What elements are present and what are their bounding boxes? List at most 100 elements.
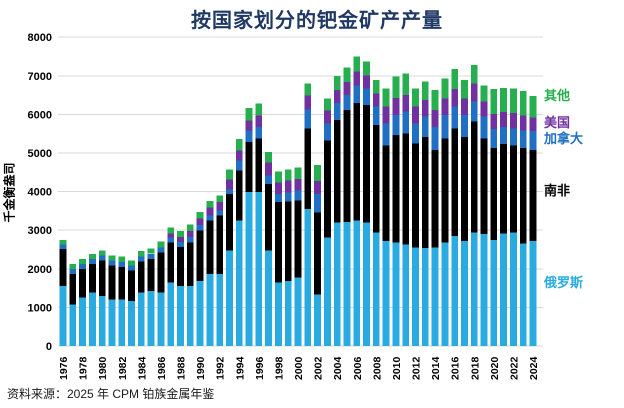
bar-segment (304, 95, 312, 110)
bar-segment (402, 133, 410, 245)
bar-segment (500, 112, 508, 128)
bar-segment (275, 282, 282, 346)
bar-segment (167, 237, 175, 243)
bar-segment (137, 292, 145, 346)
bar-segment (333, 120, 341, 223)
bar-segment (461, 240, 468, 346)
bar-segment (98, 260, 106, 296)
bar-segment (431, 126, 439, 151)
bar-segment (421, 100, 429, 117)
bar-segment (519, 115, 527, 131)
bar-segment (206, 220, 214, 275)
bar-segment (128, 270, 135, 301)
bar-segment (441, 98, 449, 116)
bar-segment (431, 110, 439, 127)
y-tick-label: 4000 (28, 187, 52, 199)
bar-segment (206, 200, 214, 208)
bar-segment (265, 183, 273, 251)
bar-segment (402, 111, 410, 134)
bar-segment (294, 178, 302, 191)
bar-segment (255, 127, 263, 139)
bar-segment (79, 258, 86, 264)
x-tick-label: 2020 (489, 356, 501, 380)
bar-segment (382, 145, 390, 241)
bar-segment (490, 147, 498, 241)
bar-segment (382, 88, 390, 107)
legend-canada: 加拿大 (544, 131, 584, 146)
x-tick-label: 2004 (332, 356, 344, 380)
chart-title: 按国家划分的钯金矿产产量 (191, 10, 443, 32)
x-tick-label: 1990 (195, 356, 207, 380)
bar-segment (372, 106, 380, 126)
bar-segment (372, 125, 380, 233)
legend-south-africa: 南非 (544, 183, 571, 198)
bar-segment (196, 280, 204, 346)
bar-segment (451, 69, 459, 90)
bar-segment (441, 138, 449, 243)
bar-segment (431, 90, 439, 111)
bar-segment (441, 115, 449, 139)
bar-segment (519, 147, 527, 244)
bar-segment (451, 89, 459, 107)
bar-segment (372, 80, 380, 94)
x-tick-label: 2010 (391, 356, 403, 380)
bar-segment (59, 239, 67, 245)
bar-segment (353, 103, 361, 221)
bar-segment (510, 232, 517, 346)
bar-segment (245, 120, 253, 131)
bar-segment (392, 76, 400, 99)
bar-segment (510, 88, 517, 114)
bar-segment (461, 80, 468, 99)
bar-segment (431, 150, 439, 248)
bar-segment (470, 64, 478, 84)
bar-segment (118, 256, 126, 262)
bar-segment (441, 78, 449, 99)
bar-segment (490, 113, 498, 129)
bar-segment (480, 85, 488, 102)
bar-segment (490, 240, 498, 346)
bar-segment (98, 250, 106, 256)
x-tick-label: 2022 (508, 356, 520, 380)
bar-segment (157, 241, 165, 248)
bar-segment (353, 71, 361, 86)
bar-segment (265, 152, 273, 163)
bar-segment (353, 220, 361, 346)
x-tick-label: 1976 (58, 356, 70, 380)
bar-segment (137, 256, 145, 262)
bar-segment (412, 247, 419, 346)
bar-segment (500, 143, 508, 234)
bar-segment (363, 88, 370, 105)
bar-segment (529, 240, 537, 346)
bar-segment (510, 145, 517, 233)
bar-segment (372, 232, 380, 346)
bar-segment (186, 285, 194, 346)
bar-segment (363, 61, 370, 76)
bar-segment (79, 268, 86, 298)
bar-segment (235, 160, 243, 171)
bar-segment (235, 150, 243, 161)
bar-segment (323, 237, 331, 346)
bar-segment (500, 127, 508, 144)
bar-segment (196, 212, 204, 219)
bar-segment (245, 142, 253, 193)
bar-segment (392, 114, 400, 136)
bar-segment (363, 104, 370, 223)
x-tick-label: 1992 (215, 356, 227, 380)
bar-segment (226, 169, 233, 180)
x-tick-label: 1984 (136, 356, 148, 380)
bar-segment (235, 170, 243, 221)
bar-segment (186, 231, 194, 237)
x-tick-label: 1978 (78, 356, 90, 380)
bar-segment (167, 233, 175, 238)
bar-segment (284, 280, 292, 346)
bar-segment (69, 274, 77, 305)
bar-segment (314, 180, 321, 195)
bar-segment (226, 189, 233, 194)
bar-segment (284, 180, 292, 193)
bar-segment (529, 117, 537, 132)
bar-segment (353, 56, 361, 72)
bar-segment (490, 128, 498, 148)
x-tick-label: 1988 (176, 356, 188, 380)
